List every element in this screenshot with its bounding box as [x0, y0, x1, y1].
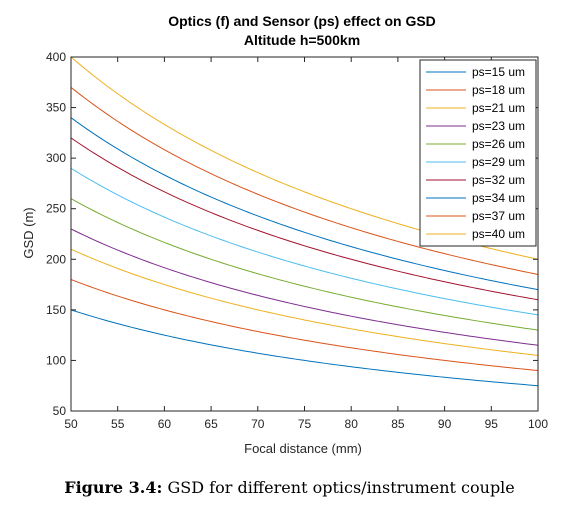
y-tick-label: 200 [46, 252, 66, 266]
legend-box [419, 59, 537, 247]
legend-entry: ps=32 um [472, 173, 525, 187]
x-tick-label: 100 [528, 417, 548, 431]
chart-subtitle: Altitude h=500km [244, 32, 360, 48]
y-tick-label: 50 [53, 404, 67, 418]
legend-entry: ps=29 um [472, 155, 525, 169]
x-axis-label: Focal distance (mm) [244, 441, 362, 456]
legend-entry: ps=26 um [472, 137, 525, 151]
x-tick-label: 70 [251, 417, 265, 431]
legend: ps=15 um ps=18 um ps=21 um ps=23 um ps=26 um… [419, 59, 537, 247]
y-tick-label: 250 [46, 202, 66, 216]
legend-entry: ps=37 um [472, 209, 525, 223]
y-axis-label: GSD (m) [21, 207, 36, 258]
x-tick-label: 75 [298, 417, 312, 431]
series-line-21um [70, 248, 539, 356]
legend-entry: ps=15 um [472, 65, 525, 79]
chart-title: Optics (f) and Sensor (ps) effect on GSD [168, 13, 436, 29]
x-tick-label: 80 [345, 417, 359, 431]
x-tick-label: 55 [111, 417, 125, 431]
legend-entry: ps=40 um [472, 227, 525, 241]
y-tick-label: 150 [46, 303, 66, 317]
legend-entry: ps=18 um [472, 83, 525, 97]
series-line-32um [70, 137, 539, 301]
x-tick-label: 90 [438, 417, 452, 431]
y-tick-label: 350 [46, 101, 66, 115]
series-line-34um [70, 117, 539, 291]
y-tick-label: 100 [46, 353, 66, 367]
legend-entry: ps=23 um [472, 119, 525, 133]
series-line-23um [70, 228, 539, 346]
x-tick-label: 60 [158, 417, 172, 431]
figure-label: Figure 3.4: [64, 478, 163, 497]
y-tick-label: 400 [46, 50, 66, 64]
x-axis: 50 55 60 65 70 75 80 85 90 95 100 [64, 57, 548, 431]
series-line-29um [70, 167, 539, 316]
figure-caption-text: GSD for different optics/instrument coup… [167, 478, 515, 497]
x-tick-label: 95 [485, 417, 499, 431]
legend-entry: ps=34 um [472, 191, 525, 205]
gsd-line-chart: Optics (f) and Sensor (ps) effect on GSD… [21, 13, 548, 456]
x-tick-label: 65 [204, 417, 218, 431]
series-line-15um [70, 309, 539, 387]
x-tick-label: 50 [64, 417, 78, 431]
series-line-37um [70, 86, 539, 275]
figure-caption: Figure 3.4: GSD for different optics/ins… [0, 478, 579, 497]
series-line-26um [70, 198, 539, 331]
series-line-18um [70, 279, 539, 372]
y-tick-label: 300 [46, 151, 66, 165]
x-tick-label: 85 [391, 417, 405, 431]
legend-entry: ps=21 um [472, 101, 525, 115]
